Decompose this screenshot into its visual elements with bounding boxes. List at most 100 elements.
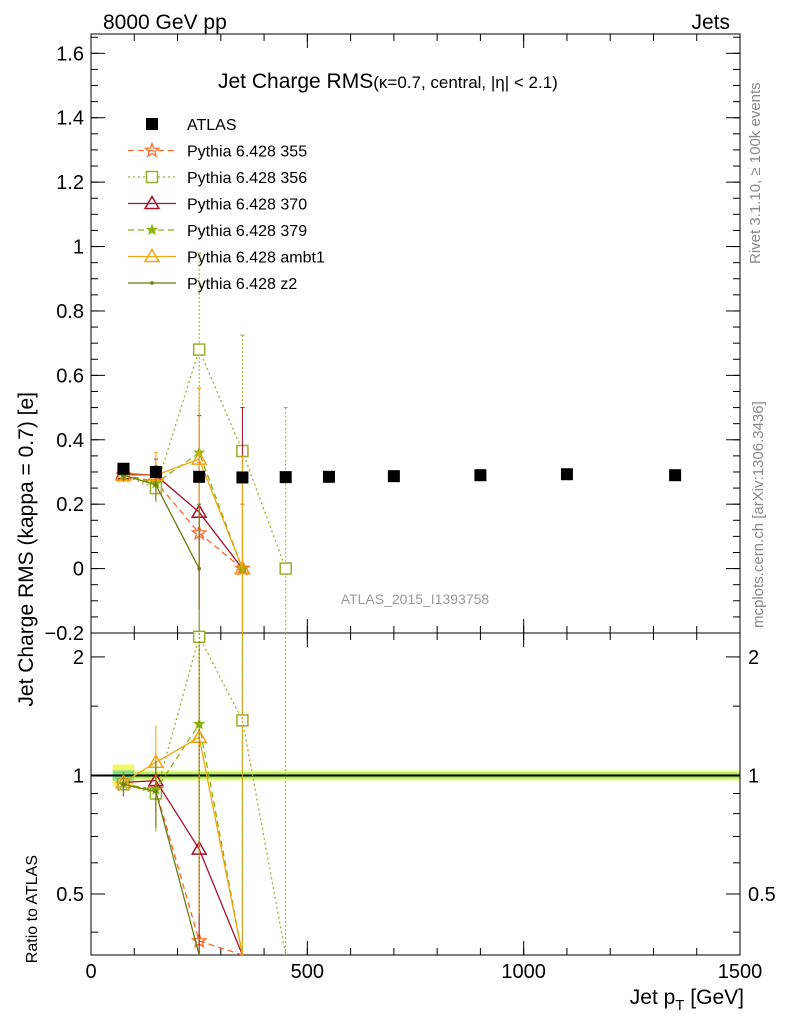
- legend-label: Pythia 6.428 379: [187, 223, 307, 240]
- x-tick-label: 500: [291, 961, 324, 983]
- legend-item: Pythia 6.428 370: [128, 195, 307, 214]
- data-point: [192, 343, 206, 356]
- series-line: [123, 472, 243, 569]
- ratio-point: [154, 789, 158, 794]
- data-point: [154, 483, 158, 487]
- legend-label: ATLAS: [187, 117, 237, 134]
- mcplots-label: mcplots.cern.ch [arXiv:1306.3436]: [750, 401, 767, 628]
- y-tick-label: 1.2: [56, 172, 84, 194]
- legend-item: Pythia 6.428 355: [128, 141, 307, 161]
- y-tick-label: 0: [73, 559, 84, 581]
- ratio-plot-border: [90, 632, 741, 956]
- atlas-point: [117, 462, 130, 475]
- legend: ATLAS Pythia 6.428 355 Pythia 6.428 356 Pyt…: [128, 117, 325, 293]
- mc-series-1: [117, 252, 292, 633]
- atlas-point: [149, 465, 162, 478]
- legend-marker: [143, 248, 161, 263]
- x-tick-label: 1500: [718, 961, 763, 983]
- header-right: Jets: [691, 11, 730, 34]
- atlas-point: [669, 469, 682, 482]
- y-tick-label: 1.4: [56, 108, 84, 130]
- legend-label: Pythia 6.428 ambt1: [187, 250, 325, 267]
- ratio-line: [123, 634, 287, 956]
- atlas-point: [279, 471, 292, 484]
- ratio-y-tick-label-right: 1: [748, 765, 759, 787]
- atlas-point: [560, 468, 573, 481]
- legend-item: Pythia 6.428 z2: [128, 276, 297, 293]
- y-tick-label: 0.2: [56, 494, 84, 516]
- ratio-series-1: [117, 630, 287, 956]
- legend-item: Pythia 6.428 356: [128, 170, 307, 187]
- legend-label: Pythia 6.428 370: [187, 197, 307, 214]
- atlas-point: [474, 469, 487, 482]
- atlas-point: [193, 470, 206, 483]
- y-tick-label: 1.6: [56, 43, 84, 65]
- atlas-data: [117, 462, 682, 484]
- series-line: [123, 458, 244, 569]
- mc-series-0: [115, 461, 251, 633]
- ratio-y-tick-label-right: 2: [748, 647, 759, 669]
- y-tick-label: 0.4: [56, 430, 84, 452]
- legend-marker: [143, 195, 161, 210]
- x-axis-label-unit: [GeV]: [684, 986, 744, 1009]
- y-tick-label: −0.2: [45, 623, 84, 645]
- ratio-series-5: [121, 633, 200, 956]
- ratio-point: [121, 782, 126, 787]
- ratio-series-0: [115, 633, 243, 956]
- chart-title-main: Jet Charge RMS: [218, 70, 373, 93]
- header-left: 8000 GeV pp: [103, 11, 227, 34]
- legend-item: ATLAS: [146, 117, 237, 134]
- data-point: [279, 562, 292, 575]
- ratio-point: [192, 630, 206, 644]
- ratio-line: [123, 779, 244, 956]
- legend-item: Pythia 6.428 ambt1: [128, 248, 325, 267]
- ratio-series: [115, 630, 287, 956]
- legend-item: Pythia 6.428 379: [128, 223, 307, 240]
- rivet-version-label: Rivet 3.1.10, ≥ 100k events: [747, 82, 764, 264]
- ratio-line: [123, 783, 200, 956]
- ratio-point: [236, 714, 249, 727]
- data-point: [234, 560, 251, 575]
- series-line: [123, 451, 244, 569]
- x-tick-label: 0: [85, 961, 96, 983]
- x-axis-label: Jet pT [GeV]: [630, 986, 744, 1014]
- data-point: [190, 450, 208, 465]
- y-axis-label: Jet Charge RMS (kappa = 0.7) [e]: [15, 392, 38, 707]
- ratio-series-2: [115, 633, 244, 956]
- ratio-line: [123, 736, 244, 956]
- legend-marker: [146, 118, 158, 130]
- ratio-line: [123, 783, 243, 956]
- ratio-plot-frame: [90, 632, 741, 956]
- axis-ticks: −0.2 0 0.2 0.4 0.6 0.8 1 1.2 1.4 1.6 0 500 1000 1500 0…: [45, 34, 776, 983]
- ratio-series-3: [117, 633, 244, 956]
- data-point: [197, 566, 201, 571]
- x-tick-label: 1000: [501, 961, 546, 983]
- x-axis-label-main: Jet p: [630, 986, 676, 1009]
- series-line: [123, 347, 287, 569]
- y-tick-label: 0.8: [56, 301, 84, 323]
- legend-label: Pythia 6.428 z2: [187, 276, 297, 293]
- legend-marker: [145, 170, 159, 184]
- legend-marker: [150, 281, 154, 285]
- ratio-y-tick-label: 1: [73, 765, 84, 787]
- ratio-y-axis-label: Ratio to ATLAS: [24, 855, 41, 963]
- chart-subtitle: (κ=0.7, central, |η| < 2.1): [373, 73, 558, 92]
- chart-title: Jet Charge RMS(κ=0.7, central, |η| < 2.1…: [218, 70, 558, 93]
- ratio-y-tick-label: 2: [73, 647, 84, 669]
- mc-series-2: [115, 407, 251, 633]
- ratio-y-tick-label-right: 0.5: [748, 884, 776, 906]
- x-axis-label-sub: T: [675, 997, 684, 1014]
- ratio-series-4: [115, 633, 244, 956]
- legend-marker: [145, 223, 159, 236]
- atlas-point: [236, 471, 249, 484]
- y-tick-label: 0.6: [56, 365, 84, 387]
- mc-series-4: [115, 387, 251, 633]
- data-marks: [115, 252, 682, 956]
- ratio-y-tick-label: 0.5: [56, 884, 84, 906]
- legend-label: Pythia 6.428 355: [187, 144, 307, 161]
- legend-label: Pythia 6.428 356: [187, 170, 307, 187]
- mc-series-3: [117, 387, 249, 633]
- y-tick-label: 1: [73, 237, 84, 259]
- legend-marker: [143, 141, 161, 158]
